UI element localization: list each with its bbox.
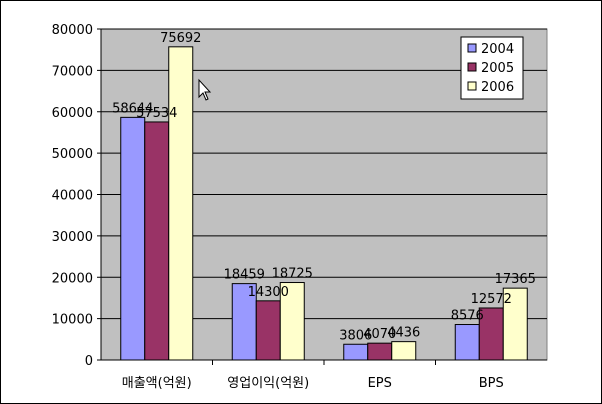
- y-tick-label: 70000: [52, 64, 93, 79]
- data-label: 3806: [339, 328, 372, 343]
- data-label: 4070: [363, 327, 396, 342]
- bar: [367, 342, 393, 361]
- data-label: 75692: [160, 31, 201, 46]
- y-axis-ticks: 0 10000 20000 30000 40000 50000 60000 70000 8000…: [52, 23, 101, 369]
- y-tick-label: 0: [85, 354, 93, 369]
- bar: [279, 282, 305, 361]
- x-tick-label: BPS: [479, 376, 504, 391]
- y-tick-label: 10000: [52, 313, 93, 328]
- x-tick-label: EPS: [368, 376, 392, 391]
- bar: [502, 287, 528, 361]
- data-label: 18459: [224, 268, 265, 283]
- y-tick-label: 60000: [52, 106, 93, 121]
- y-tick-label: 20000: [52, 271, 93, 286]
- legend-label: 2004: [481, 42, 514, 57]
- data-label: 4436: [387, 326, 420, 341]
- bar: [120, 116, 146, 361]
- bar: [343, 343, 369, 361]
- legend-label: 2005: [481, 61, 514, 76]
- bar: [144, 121, 170, 361]
- mouse-pointer-icon: [198, 78, 212, 101]
- data-label: 57534: [136, 106, 177, 121]
- bar: [391, 341, 417, 361]
- data-label: 58644: [112, 101, 153, 116]
- legend: 2004 2005 2006: [460, 36, 524, 100]
- bar: [454, 324, 480, 361]
- legend-label: 2006: [481, 80, 514, 95]
- x-axis-ticks: 매출액(억원) 영업이익(억원) EPS BPS: [122, 360, 504, 391]
- bar: [168, 46, 194, 361]
- y-tick-label: 30000: [52, 230, 93, 245]
- legend-swatch: [467, 43, 477, 53]
- legend-swatch: [467, 81, 477, 91]
- data-label: 12572: [471, 292, 512, 307]
- y-tick-label: 50000: [52, 147, 93, 162]
- data-label: 18725: [272, 267, 313, 282]
- bar: [255, 300, 281, 361]
- data-label: 14300: [248, 285, 289, 300]
- data-label: 17365: [495, 272, 536, 287]
- x-tick-label: 매출액(억원): [122, 376, 192, 391]
- y-tick-label: 80000: [52, 23, 93, 38]
- x-tick-label: 영업이익(억원): [227, 376, 309, 391]
- bars: [120, 46, 528, 361]
- y-tick-label: 40000: [52, 189, 93, 204]
- data-label: 8576: [451, 309, 484, 324]
- legend-swatch: [467, 62, 477, 72]
